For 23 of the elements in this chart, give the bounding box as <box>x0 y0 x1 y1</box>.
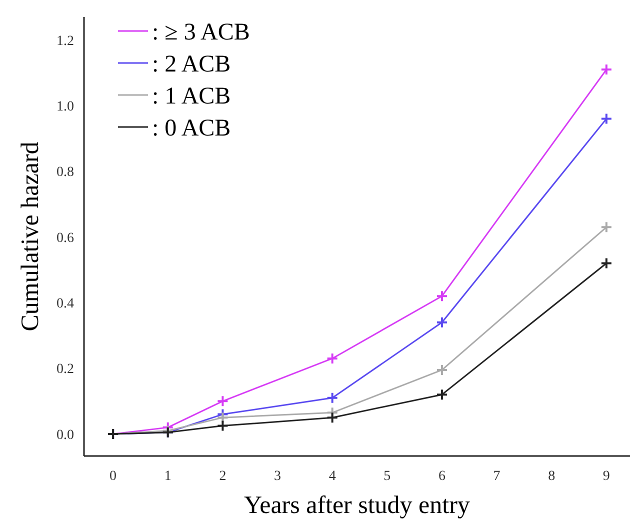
x-tick-label: 1 <box>164 469 172 484</box>
y-tick-label: 0.0 <box>56 428 74 443</box>
y-tick-label: 1.2 <box>56 34 74 49</box>
x-tick-label: 7 <box>493 469 500 484</box>
legend-label: : 2 ACB <box>152 51 231 78</box>
y-tick-label: 0.2 <box>56 362 74 378</box>
legend-label: : 0 ACB <box>152 115 231 142</box>
x-tick-label: 6 <box>438 469 446 484</box>
x-tick-label: 2 <box>219 469 226 484</box>
x-tick-label: 9 <box>602 469 610 484</box>
legend-label: : ≥ 3 ACB <box>152 19 250 46</box>
y-axis-title: Cumulative hazard <box>17 141 44 332</box>
x-axis-title: Years after study entry <box>244 492 470 519</box>
x-tick-label: 5 <box>384 469 391 484</box>
x-tick-label: 4 <box>328 469 336 484</box>
y-tick-label: 0.6 <box>56 230 74 246</box>
y-tick-label: 1.0 <box>56 100 74 115</box>
y-tick-label: 0.4 <box>56 296 74 312</box>
x-tick-label: 0 <box>110 469 117 484</box>
x-tick-label: 3 <box>274 469 282 484</box>
legend-label: : 1 ACB <box>152 83 231 110</box>
y-tick-label: 0.8 <box>56 165 74 180</box>
x-tick-label: 8 <box>548 469 556 484</box>
